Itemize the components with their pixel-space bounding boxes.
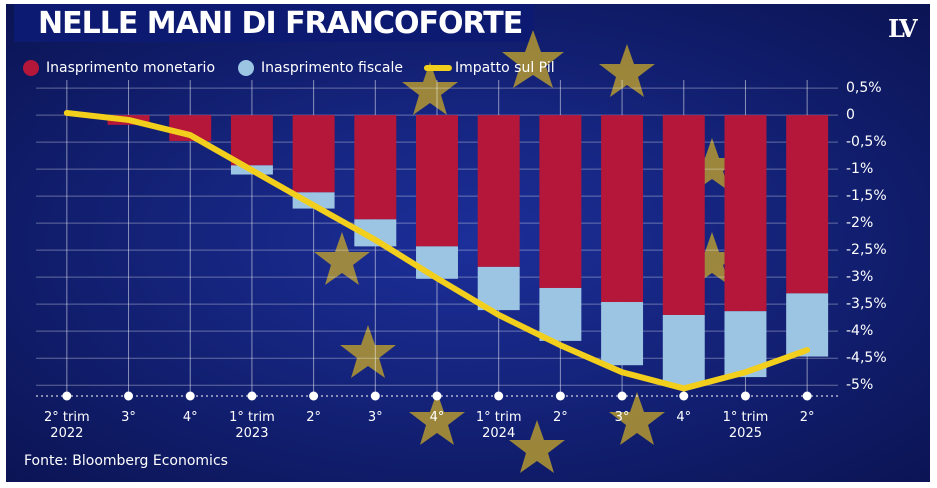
y-tick-label: -4% [846,323,873,339]
y-tick-label: -2,5% [846,242,887,258]
y-tick-label: -1% [846,161,873,177]
bar [662,115,705,315]
x-tick-dot [124,391,134,401]
legend-label: Inasprimento monetario [46,60,215,76]
x-tick-dot [494,391,504,401]
x-tick-label: 1° trim 2024 [475,410,522,441]
y-tick-label: -4,5% [846,350,887,366]
x-tick-label: 3° [367,410,383,425]
bar [477,266,520,311]
bar [786,293,829,357]
bar [724,115,767,312]
x-tick-dot [247,391,257,401]
x-tick-label: 2° [552,410,568,425]
title: NELLE MANI DI FRANCOFORTE [38,6,523,41]
y-tick-label: 0,5% [846,80,882,96]
legend-swatch [23,60,39,76]
x-tick-dot [679,391,689,401]
bar [230,115,273,166]
x-tick-dot [555,391,565,401]
bar [786,115,829,294]
source: Fonte: Bloomberg Economics [24,453,228,469]
y-tick-label: -5% [846,377,873,393]
x-tick-label: 1° trim 2023 [229,410,275,441]
bar [416,115,458,247]
bar [477,115,520,267]
background [6,4,930,482]
logo: LV [888,14,918,43]
stars [314,30,740,473]
x-tick-dot [309,391,319,401]
legend-label: Impatto sul Pil [455,60,555,76]
x-tick-dot [740,391,750,401]
bar [601,302,644,366]
bar [539,287,582,341]
x-tick-label: 2° [799,410,815,425]
bar [539,115,582,288]
title-box [14,4,534,42]
x-tick-label: 4° [182,410,198,425]
bar [354,115,397,220]
y-tick-label: -0,5% [846,134,887,150]
x-tick-dot [802,391,812,401]
x-tick-dot [370,391,380,401]
x-tick-dot [62,391,72,401]
x-tick-dot [432,391,442,401]
bar [662,314,705,386]
x-tick-label: 4° [429,410,445,425]
y-tick-label: -3,5% [846,296,887,312]
y-tick-label: -3% [846,269,873,285]
x-tick-label: 3° [121,410,136,425]
x-tick-label: 2° [306,410,321,425]
line [63,109,811,392]
bar [292,115,335,193]
bar [416,246,458,279]
x-tick-dot [617,391,627,401]
x-tick-label: 2° trim 2022 [44,410,90,441]
legend-label: Inasprimento fiscale [261,60,403,76]
x-tick-label: 3° [614,410,630,425]
legend-swatch [238,60,255,76]
bar [601,115,644,303]
y-tick-label: -2% [846,215,873,231]
x-tick-label: 4° [676,410,692,425]
x-tick-label: 1° trim 2025 [722,410,769,441]
y-tick-label: 0 [846,107,855,123]
y-tick-label: -1,5% [846,188,887,204]
x-tick-dot [185,391,195,401]
